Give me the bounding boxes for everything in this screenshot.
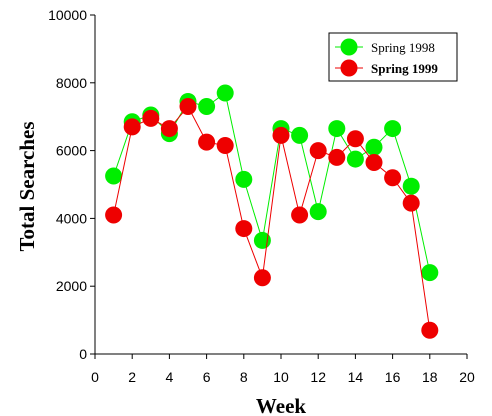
y-tick-label: 8000: [56, 75, 87, 91]
data-point: [346, 130, 364, 148]
x-tick-label: 4: [166, 369, 174, 385]
data-point: [216, 84, 234, 102]
data-point: [291, 206, 309, 224]
series-2: [105, 98, 439, 339]
axis-ticks: 0 2 4 6 8 10 12 14 16 18 20 0 2000 4000 6000 8000 10000: [48, 7, 475, 385]
data-point: [328, 120, 346, 138]
data-point: [235, 170, 253, 188]
x-tick-label: 16: [385, 369, 401, 385]
data-point: [142, 109, 160, 127]
series-line: [113, 105, 431, 331]
data-point: [421, 264, 439, 282]
series-line: [113, 92, 431, 273]
y-tick-label: 4000: [56, 210, 87, 226]
data-point: [402, 177, 420, 195]
data-point: [105, 206, 123, 224]
data-point: [328, 148, 346, 166]
data-point: [272, 126, 290, 144]
x-tick-label: 10: [273, 369, 289, 385]
data-point: [160, 120, 178, 138]
legend-label: Spring 1998: [371, 40, 435, 55]
y-tick-label: 2000: [56, 278, 87, 294]
series-layer: [105, 84, 439, 339]
data-point: [384, 169, 402, 187]
x-tick-label: 12: [310, 369, 326, 385]
data-point: [216, 137, 234, 155]
y-tick-label: 0: [79, 346, 87, 362]
legend-swatch-marker: [340, 59, 358, 77]
data-point: [291, 126, 309, 144]
x-axis-title: Week: [256, 394, 306, 416]
data-point: [365, 138, 383, 156]
legend-label: Spring 1999: [371, 61, 438, 76]
x-tick-label: 0: [91, 369, 99, 385]
legend-swatch-marker: [340, 38, 358, 56]
x-tick-label: 2: [128, 369, 136, 385]
data-point: [235, 220, 253, 238]
legend: Spring 1998 Spring 1999: [328, 32, 458, 82]
data-point: [421, 321, 439, 339]
y-axis-title: Total Searches: [15, 121, 39, 251]
data-point: [309, 203, 327, 221]
x-tick-label: 8: [240, 369, 248, 385]
data-point: [123, 118, 141, 136]
data-point: [179, 98, 197, 116]
data-point: [365, 153, 383, 171]
x-tick-label: 20: [459, 369, 475, 385]
x-tick-label: 6: [203, 369, 211, 385]
data-point: [402, 194, 420, 212]
x-tick-label: 18: [422, 369, 438, 385]
data-point: [198, 133, 216, 151]
data-point: [309, 142, 327, 160]
data-point: [253, 269, 271, 287]
y-tick-label: 10000: [48, 7, 87, 23]
y-tick-label: 6000: [56, 143, 87, 159]
data-point: [346, 150, 364, 168]
x-tick-label: 14: [348, 369, 364, 385]
data-point: [384, 120, 402, 138]
data-point: [198, 98, 216, 116]
data-point: [105, 167, 123, 185]
